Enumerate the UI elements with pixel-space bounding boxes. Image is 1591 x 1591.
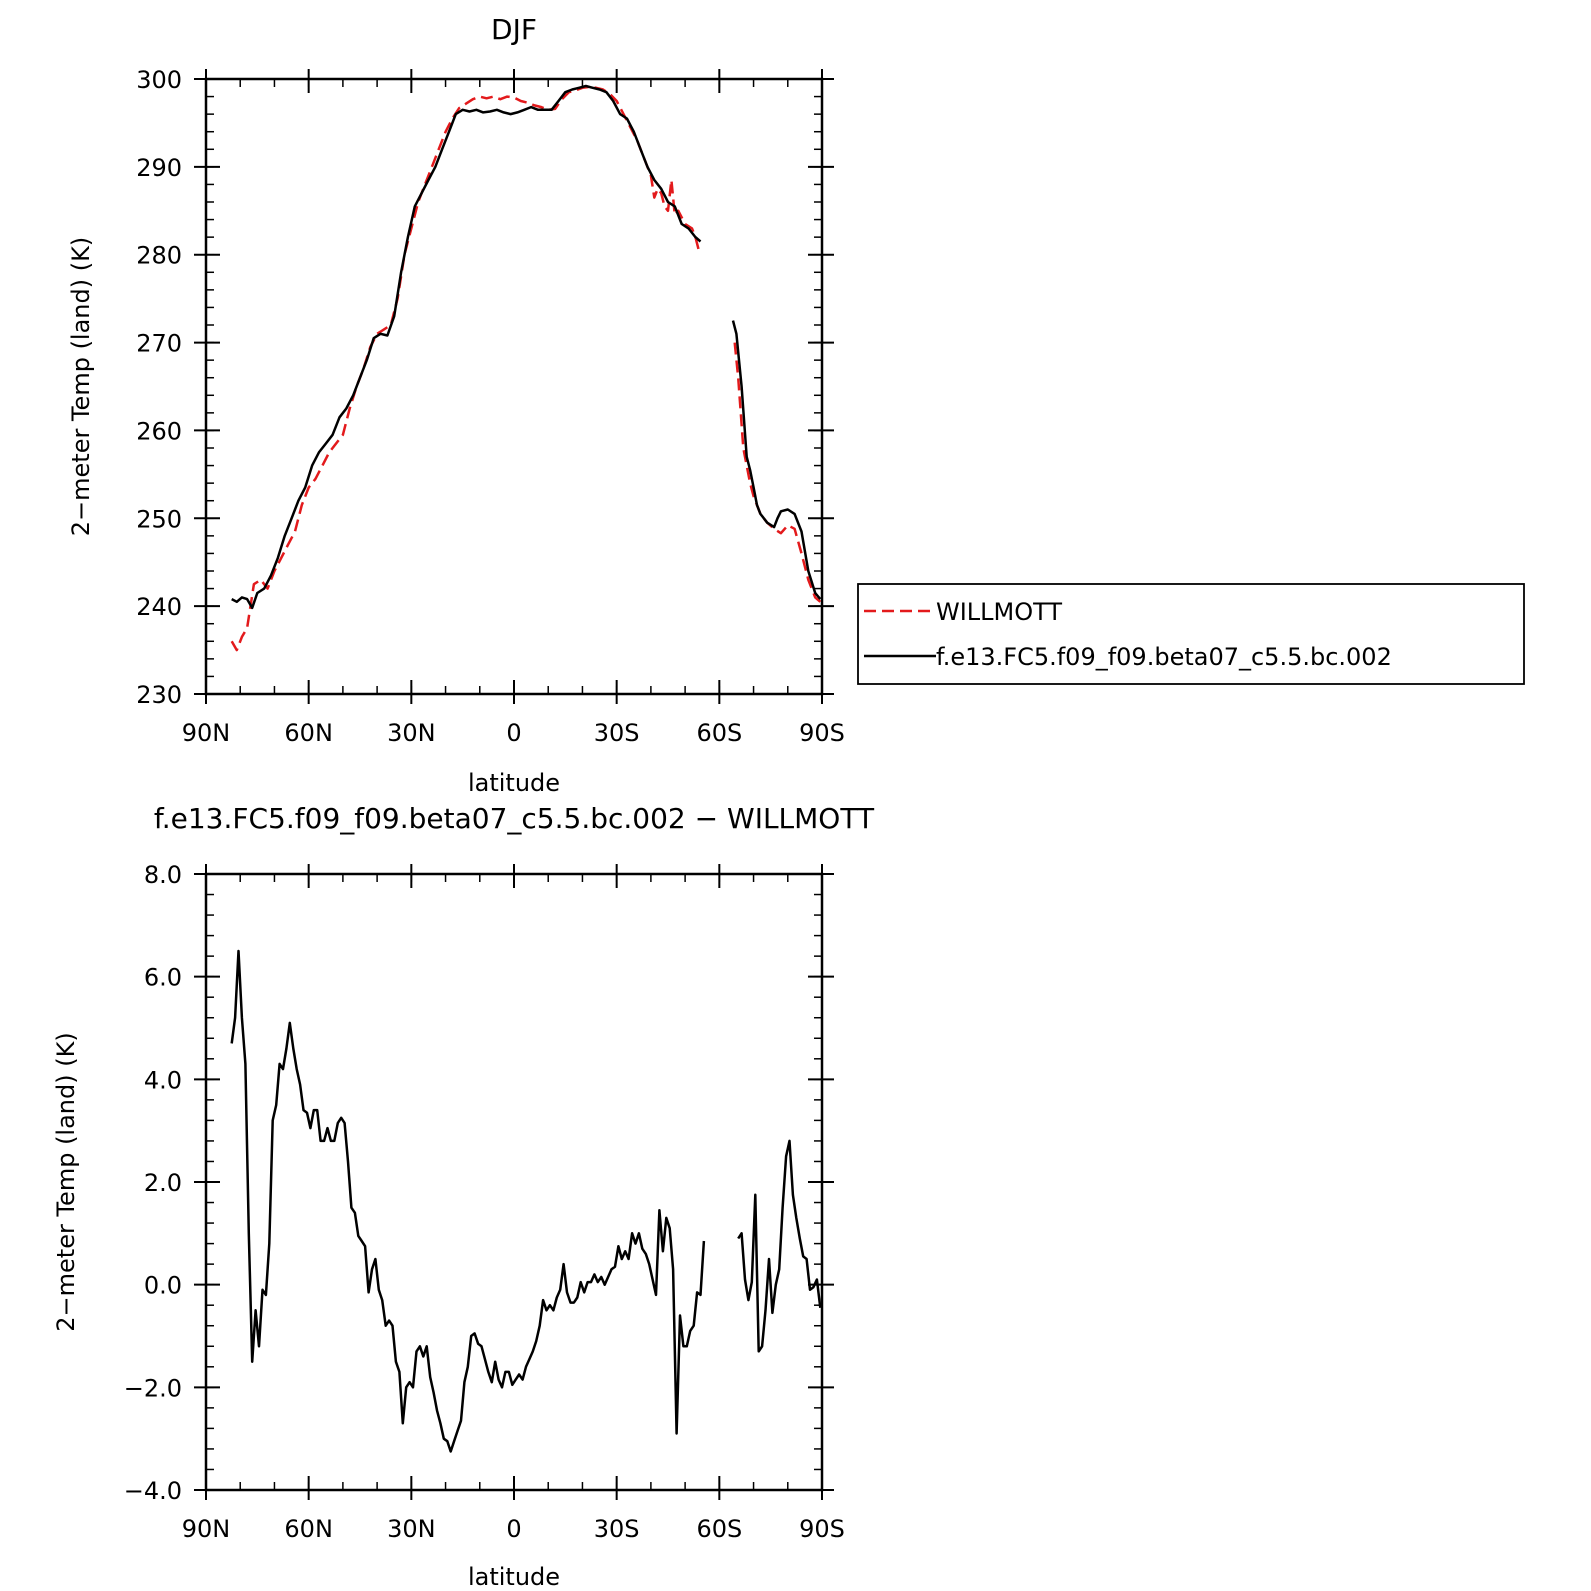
- plot-frame: [204, 872, 824, 1492]
- y-tick-label: 240: [136, 593, 182, 621]
- legend-box: [857, 583, 1525, 685]
- y-tick-label: 8.0: [144, 861, 182, 889]
- x-tick-label: 60N: [284, 719, 333, 747]
- y-tick-label: 2.0: [144, 1169, 182, 1197]
- y-tick-label: 6.0: [144, 964, 182, 992]
- series-segment: [737, 1139, 822, 1353]
- legend: WILLMOTT f.e13.FC5.f09_f09.beta07_c5.5.bc…: [857, 583, 1525, 685]
- y-axis-label: 2−meter Temp (land) (K): [52, 1032, 80, 1331]
- y-tick-label: 4.0: [144, 1066, 182, 1094]
- chart-bottom: f.e13.FC5.f09_f09.beta07_c5.5.bc.002 − W…: [52, 802, 875, 1591]
- x-tick-label: 30N: [387, 719, 436, 747]
- x-tick-label: 30S: [594, 719, 640, 747]
- y-tick-label: −2.0: [124, 1374, 182, 1402]
- y-tick-label: 270: [136, 330, 182, 358]
- y-tick-label: 280: [136, 242, 182, 270]
- x-tick-label: 90N: [182, 1515, 231, 1543]
- y-tick-label: 250: [136, 505, 182, 533]
- series-segment: [230, 949, 706, 1453]
- y-tick-label: 260: [136, 417, 182, 445]
- x-tick-label: 30S: [594, 1515, 640, 1543]
- y-axis-label: 2−meter Temp (land) (K): [67, 237, 95, 536]
- series-observations-line: [230, 85, 822, 652]
- x-tick-label: 0: [506, 719, 521, 747]
- chart-title-bottom: f.e13.FC5.f09_f09.beta07_c5.5.bc.002 − W…: [154, 802, 875, 835]
- x-tick-label: 60N: [284, 1515, 333, 1543]
- x-tick-label: 60S: [696, 719, 742, 747]
- chart-title-top: DJF: [491, 13, 537, 46]
- x-axis-label: latitude: [468, 1563, 560, 1591]
- x-axis-label: latitude: [468, 769, 560, 797]
- series-segment: [230, 85, 701, 652]
- series-segment: [731, 320, 822, 600]
- x-tick-label: 90S: [799, 719, 845, 747]
- series-segment: [231, 84, 702, 610]
- plot-frame: [204, 77, 824, 696]
- y-tick-label: 290: [136, 154, 182, 182]
- legend-label: WILLMOTT: [936, 598, 1062, 626]
- series-model-line: [231, 84, 822, 610]
- x-tick-label: 30N: [387, 1515, 436, 1543]
- legend-label: f.e13.FC5.f09_f09.beta07_c5.5.bc.002: [936, 643, 1392, 671]
- chart-top: DJF 90N 60N 30N 0 30S 60S 90S 230 240 250 260 270 280…: [67, 13, 1525, 797]
- x-tick-label: 90N: [182, 719, 231, 747]
- x-tick-label: 0: [506, 1515, 521, 1543]
- y-tick-label: 300: [136, 66, 182, 94]
- x-tick-label: 90S: [799, 1515, 845, 1543]
- y-tick-label: 230: [136, 681, 182, 709]
- series-model-line: [230, 949, 822, 1453]
- y-tick-label: −4.0: [124, 1477, 182, 1505]
- y-tick-label: 0.0: [144, 1272, 182, 1300]
- x-tick-label: 60S: [696, 1515, 742, 1543]
